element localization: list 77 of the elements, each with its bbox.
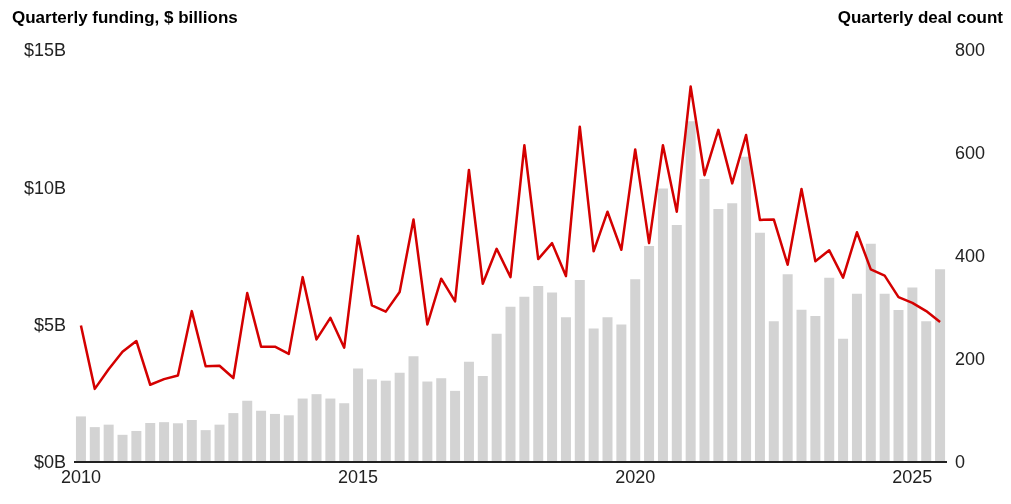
bar [782,274,793,462]
bar [159,422,170,462]
y2-tick-label: 800 [955,40,986,61]
bar [450,390,461,462]
line-series [79,85,942,391]
y2-tick-label: 0 [955,452,966,473]
bar [145,423,156,462]
y-axis-title: Quarterly funding, $ billions [12,8,238,29]
bar [463,361,474,462]
bar [325,398,336,462]
bar [339,403,350,462]
bar [477,376,488,462]
bar [533,285,544,462]
bar [838,338,849,462]
bar [366,379,377,462]
bar [644,246,655,462]
bar [754,232,765,462]
bar [103,424,114,462]
bar [657,188,668,462]
bar [713,209,724,462]
bar [907,287,918,462]
y2-tick-label: 400 [955,246,986,267]
bar [408,356,419,462]
bar [879,293,890,462]
x-tick-label: 2015 [338,466,379,487]
bar [935,269,946,462]
bar [172,423,183,462]
bar [436,378,447,462]
bar [380,380,391,462]
y-tick-label: $5B [33,315,66,336]
x-tick-label: 2020 [615,466,656,487]
bar [131,430,142,462]
bar [630,279,641,462]
bar [616,324,627,462]
bar [851,293,862,462]
bar [547,292,558,462]
bar [768,321,779,462]
bar [422,381,433,462]
bar [242,400,253,462]
bar [741,156,752,462]
y2-tick-label: 200 [955,349,986,370]
y-tick-label: $10B [23,177,66,198]
bar [699,179,710,462]
bar [117,434,128,462]
bar [893,310,904,462]
bar [214,424,225,462]
bar [269,413,280,462]
bar [200,430,211,462]
bar [228,413,239,462]
bar [256,410,267,462]
bar [186,419,197,462]
bar [394,372,405,462]
bar [574,279,585,462]
bar [283,415,294,462]
bar [796,309,807,462]
bar [297,398,308,462]
bar [89,427,100,462]
bar [75,416,86,462]
bar [560,317,571,462]
bar [824,277,835,462]
bar [865,243,876,462]
bar [671,224,682,462]
bar [685,121,696,462]
x-tick-label: 2025 [892,466,933,487]
bar [353,368,364,462]
y2-axis-title: Quarterly deal count [837,8,1003,29]
bar [921,321,932,462]
bar [602,317,613,462]
bar [311,394,322,462]
y2-tick-label: 600 [955,143,986,164]
bar [810,315,821,462]
bar [491,333,502,462]
bar [588,328,599,462]
bar [505,306,516,462]
bar [727,203,738,462]
y-tick-label: $15B [23,40,66,61]
bar [519,296,530,462]
